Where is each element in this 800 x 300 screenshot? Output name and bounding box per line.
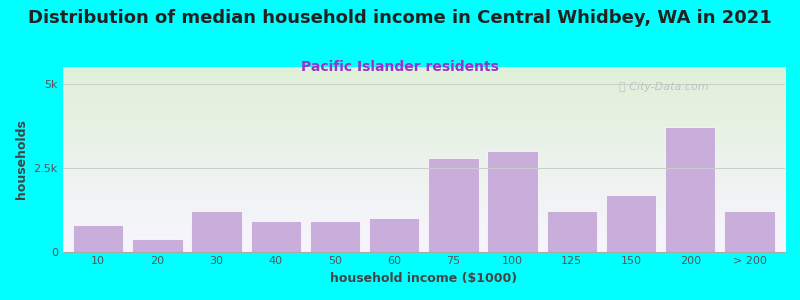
Text: Pacific Islander residents: Pacific Islander residents bbox=[301, 60, 499, 74]
Y-axis label: households: households bbox=[15, 119, 28, 199]
Bar bbox=[191, 211, 242, 252]
Bar bbox=[487, 151, 538, 252]
Bar bbox=[250, 221, 301, 252]
Bar bbox=[724, 211, 774, 252]
X-axis label: household income ($1000): household income ($1000) bbox=[330, 272, 518, 285]
Bar bbox=[310, 221, 360, 252]
Bar bbox=[73, 225, 123, 252]
Bar bbox=[546, 211, 597, 252]
Bar bbox=[428, 158, 478, 252]
Bar bbox=[132, 239, 182, 252]
Bar bbox=[665, 128, 715, 252]
Bar bbox=[606, 194, 656, 252]
Text: ⓘ City-Data.com: ⓘ City-Data.com bbox=[619, 82, 709, 92]
Bar bbox=[369, 218, 419, 252]
Text: Distribution of median household income in Central Whidbey, WA in 2021: Distribution of median household income … bbox=[28, 9, 772, 27]
